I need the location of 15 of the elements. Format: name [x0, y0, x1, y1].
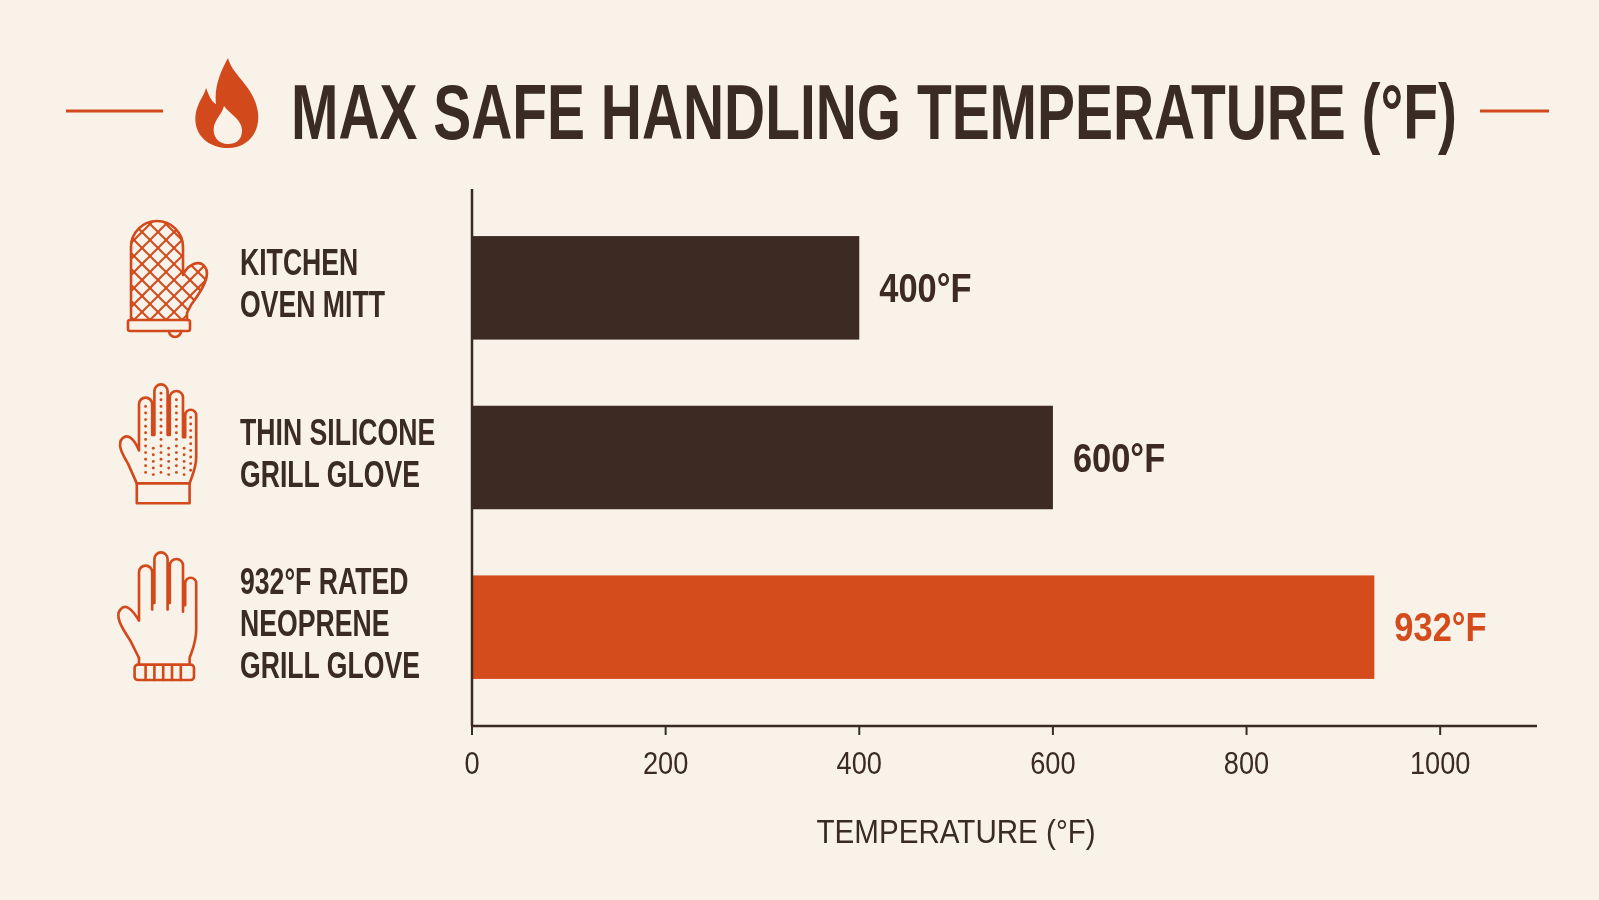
x-tick-label: 200: [642, 745, 689, 781]
y-tick-label: THIN SILICONE GRILL GLOVE: [240, 411, 436, 496]
x-tick-label: 400: [836, 745, 882, 781]
x-tick-label: 0: [464, 745, 480, 781]
y-tick-label: KITCHEN OVEN MITT: [240, 242, 386, 326]
x-tick-label: 800: [1223, 745, 1270, 781]
chart-title: MAX SAFE HANDLING TEMPERATURE (°F): [291, 68, 1457, 156]
y-tick-label: 932°F RATED NEOPRENE GRILL GLOVE: [240, 560, 420, 686]
x-axis-title: TEMPERATURE (°F): [816, 811, 1096, 851]
data-label: 400°F: [879, 265, 972, 311]
x-tick-label: 1000: [1409, 745, 1471, 781]
data-label: 932°F: [1394, 604, 1487, 650]
bar: [472, 575, 1375, 679]
data-label: 600°F: [1072, 434, 1166, 481]
x-tick-label: 600: [1030, 745, 1076, 781]
